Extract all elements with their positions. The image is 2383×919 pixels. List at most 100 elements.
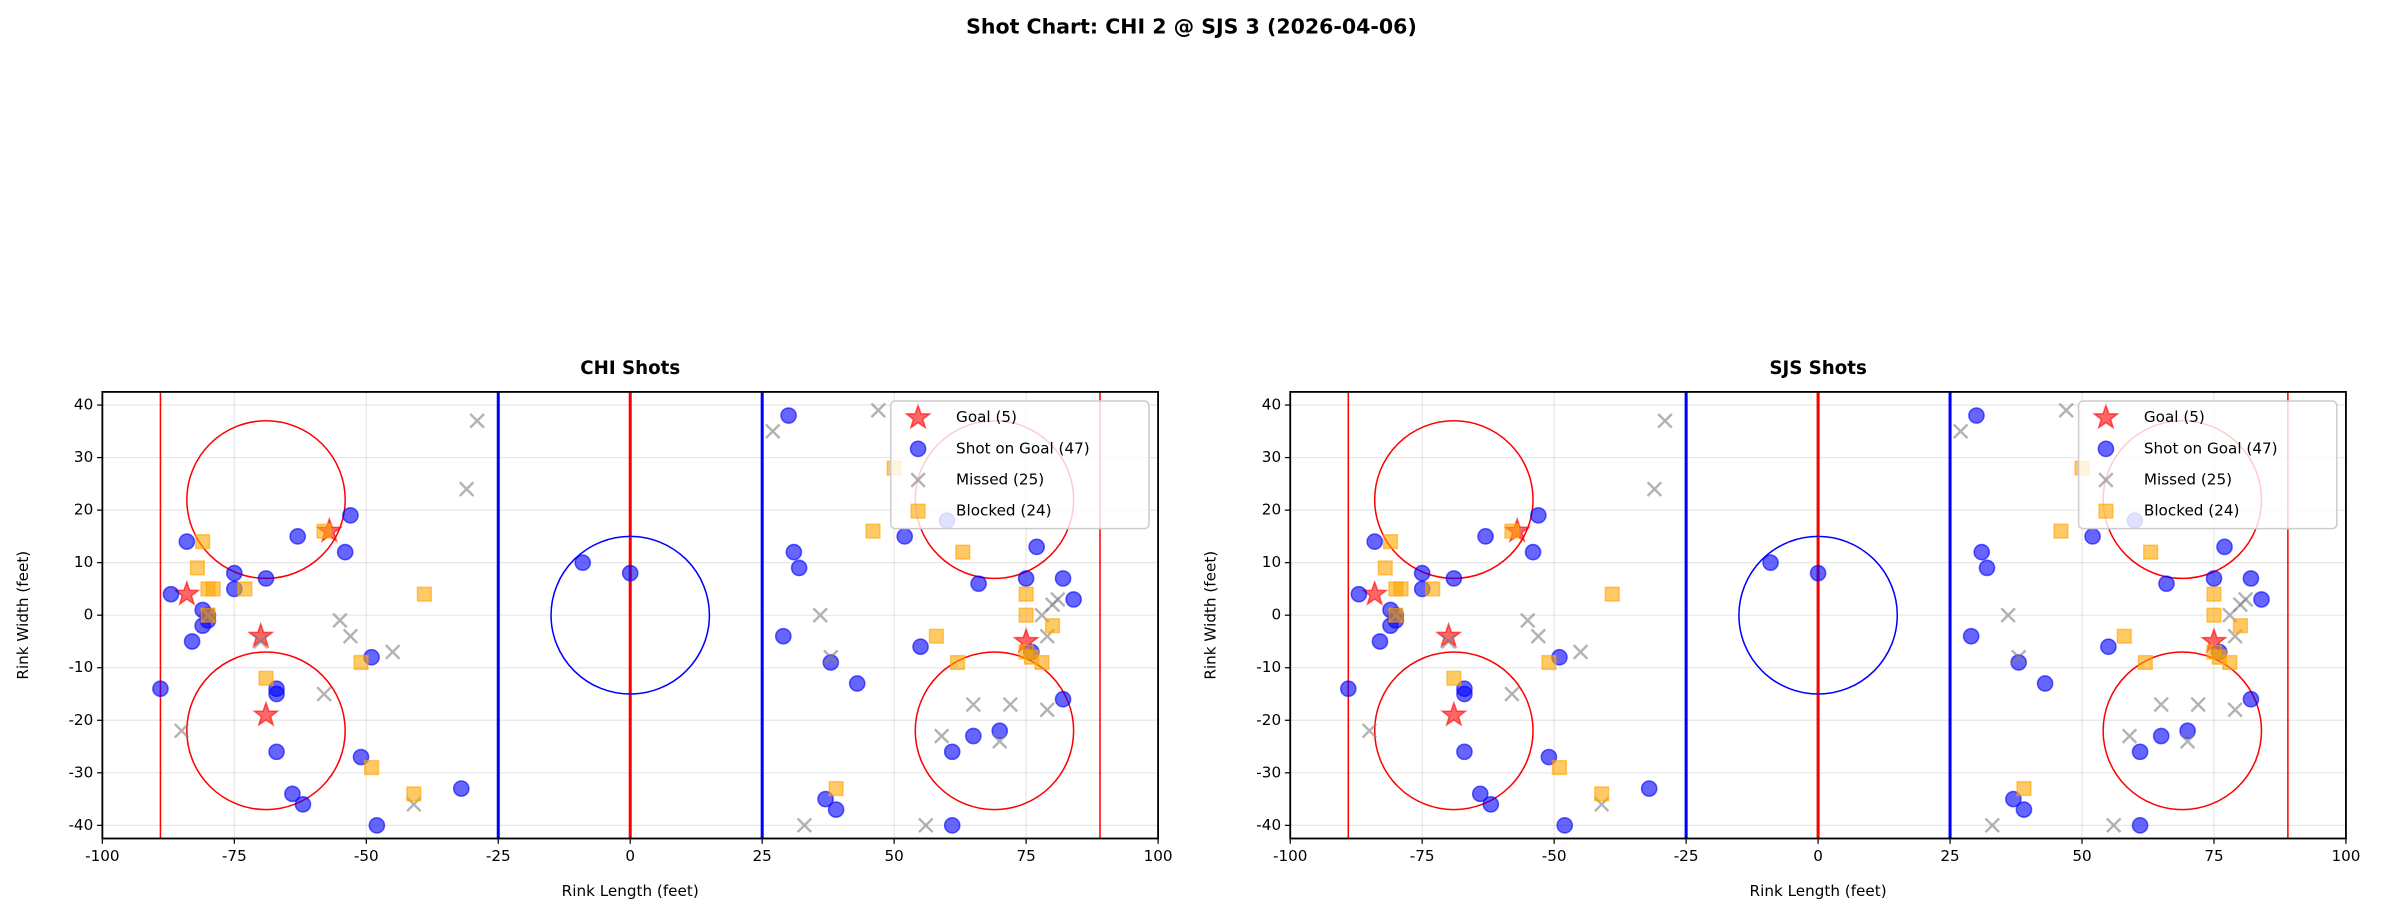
blocked-marker (1541, 654, 1557, 671)
x-axis-label: Rink Length (feet) (562, 882, 699, 900)
rink-markings (1347, 391, 2289, 839)
shot-marker (790, 559, 808, 577)
missed-marker (332, 612, 348, 629)
legend-box (2077, 400, 2338, 530)
legend-label: Goal (5) (956, 408, 1017, 426)
y-tick-label: 0 (1271, 606, 1281, 624)
legend-label: Shot on Goal (47) (956, 439, 1090, 457)
y-tick-label: -30 (1256, 763, 1281, 781)
missed-marker (316, 686, 332, 702)
faceoff-circle (1373, 651, 1534, 811)
shot-marker (991, 722, 1009, 740)
shot-marker (1017, 570, 1035, 587)
shot-marker (1054, 570, 1072, 587)
x-tick-label: 100 (1144, 847, 1173, 865)
blocked-marker (865, 523, 881, 539)
shot-marker (225, 564, 243, 582)
missed-marker (992, 733, 1008, 749)
blocked-marker (928, 628, 944, 644)
missed-marker (2121, 728, 2138, 744)
shot-marker (289, 528, 307, 545)
rink-markings (159, 391, 1101, 839)
axes-frame (101, 390, 1159, 840)
shot-marker (183, 633, 201, 650)
shot-marker (2131, 743, 2149, 761)
blocked-marker (2143, 544, 2159, 560)
blocked-marker (955, 544, 971, 560)
blocked-marker (2206, 586, 2222, 602)
shot-marker (268, 685, 285, 703)
missed-marker (1520, 612, 1536, 629)
shot-marker (2100, 638, 2117, 656)
legend-label: Shot on Goal (47) (2144, 439, 2278, 457)
blocked-marker (237, 581, 253, 597)
goal-marker (904, 403, 932, 430)
x-tick-label: 75 (1016, 847, 1035, 865)
x-tick-label: -50 (354, 847, 379, 865)
y-axis-label: Rink Width (feet) (1202, 551, 1220, 680)
missed-marker (2105, 817, 2122, 834)
shot-marker (1366, 533, 1384, 550)
blocked-marker (416, 586, 432, 602)
shot-marker (2158, 575, 2175, 593)
x-tick-label: -100 (85, 847, 119, 865)
x-tick-label: -75 (222, 847, 247, 865)
blocked-marker (205, 581, 221, 597)
shot-marker (162, 585, 180, 603)
shot-marker (1968, 407, 1985, 424)
shot-marker (1556, 817, 1574, 834)
legend-label: Blocked (24) (2144, 502, 2240, 520)
axes-frame (1289, 390, 2347, 840)
shot-marker (1065, 591, 1082, 608)
shot-marker (1339, 680, 1357, 698)
shot-marker (785, 543, 803, 561)
missed-marker (2190, 696, 2206, 713)
blocked-marker (353, 654, 369, 671)
shot-marker (1962, 627, 1980, 645)
blocked-marker (1388, 607, 1404, 623)
y-tick-label: 20 (74, 501, 93, 519)
missed-marker (1361, 723, 1378, 739)
blocked-marker (1604, 586, 1620, 602)
legend-label: Missed (25) (2144, 471, 2232, 489)
blocked-marker (2137, 654, 2153, 671)
blocked-marker (258, 670, 274, 686)
blocked-marker (316, 523, 332, 539)
blocked-marker (1551, 759, 1568, 776)
missed-marker (870, 402, 887, 418)
shot-marker (896, 528, 914, 545)
shot-marker (2010, 654, 2028, 671)
missed-marker (1952, 423, 1969, 440)
missed-marker (812, 607, 828, 623)
y-tick-label: -10 (68, 658, 93, 676)
faceoff-circle (914, 651, 1075, 811)
blocked-marker (406, 786, 422, 802)
shot-marker (2152, 727, 2170, 745)
x-tick-label: -50 (1542, 847, 1567, 865)
missed-marker (2227, 702, 2243, 718)
blocked-marker (1044, 618, 1061, 634)
missed-marker (823, 649, 839, 665)
legend: Goal (5) Shot on Goal (47) Missed (25) Bloc… (2077, 400, 2338, 530)
shot-marker (1413, 564, 1431, 582)
shot-marker (1471, 785, 1489, 803)
shot-marker (2097, 440, 2115, 458)
blocked-marker (2098, 503, 2114, 519)
shot-marker (1456, 685, 1473, 703)
shot-marker (2179, 722, 2196, 740)
missed-marker (1039, 702, 1055, 718)
shot-marker (2015, 801, 2033, 818)
subplot: -100 -75 -50 -25 0 25 50 75 100-40-30-20-1001020… (14, 358, 1173, 900)
shot-marker (774, 627, 792, 645)
shot-marker (1809, 564, 1827, 582)
shot-marker (368, 817, 386, 834)
missed-marker (173, 723, 190, 739)
missed-marker (1646, 481, 1663, 497)
missed-marker (253, 633, 269, 650)
blocked-marker (200, 607, 216, 623)
shot-marker (848, 675, 866, 692)
center-circle (1738, 535, 1899, 695)
missed-marker (1530, 628, 1547, 644)
goal-marker (1440, 700, 1468, 727)
missed-marker (2058, 402, 2074, 418)
